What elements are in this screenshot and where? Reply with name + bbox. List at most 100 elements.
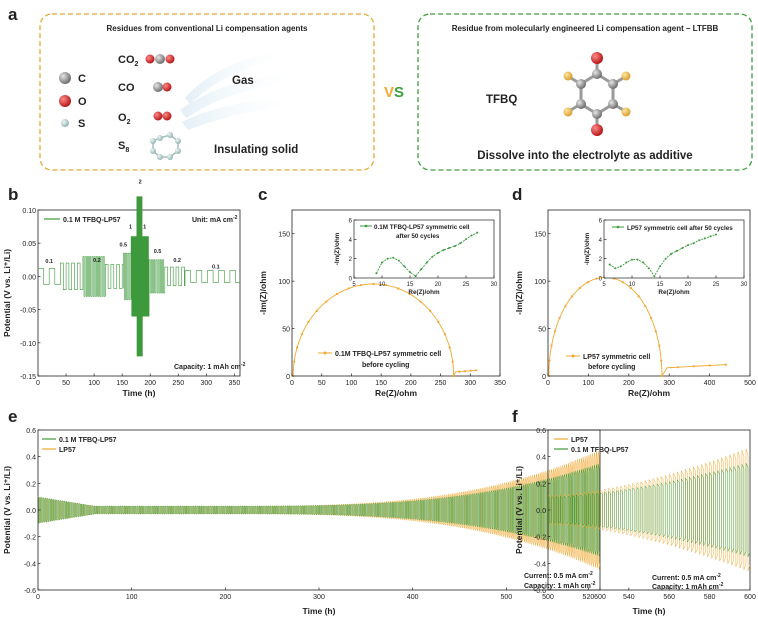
panel-d-inset-ytick-label: 4 xyxy=(599,238,603,244)
panel-d-inset-ylabel: -Im(Z)/ohm xyxy=(584,232,591,265)
panel-c-inset-ytick-label: 6 xyxy=(349,219,353,225)
panel-c-legend-label-1: 0.1M TFBQ-LP57 symmetric cell xyxy=(335,351,441,358)
panel-c-point xyxy=(315,309,318,312)
panel-d-xtick-label: 200 xyxy=(623,380,635,387)
panel-c-inset-point xyxy=(425,261,428,264)
molecule-co2: CO2 xyxy=(118,54,175,68)
panel-e-xtick-label: 100 xyxy=(126,594,138,601)
panel-b-ytick-label: 0.10 xyxy=(22,208,36,215)
panel-d-point xyxy=(595,277,598,280)
o2-o1-icon xyxy=(153,111,163,121)
panel-d-inset-point xyxy=(692,242,695,245)
panel-c-ytick-label: 0 xyxy=(286,374,290,381)
panel-c-inset-point xyxy=(448,247,451,249)
s8-ring-icon xyxy=(152,134,179,158)
panel-d-point xyxy=(550,344,553,347)
molecule-s8: S8 xyxy=(118,132,181,160)
panel-f-plot xyxy=(547,448,751,572)
panel-b-xtick-label: 0 xyxy=(36,380,40,387)
panel-e-ytick-label: 0.2 xyxy=(26,481,36,488)
panel-c-point xyxy=(448,346,451,349)
panel-d-point xyxy=(629,287,633,290)
panel-c-inset-xtick-label: 30 xyxy=(491,282,498,288)
tfbq-molecule-icon xyxy=(563,52,631,136)
panel-b-xtick-label: 100 xyxy=(88,380,100,387)
panel-f-xtick-label: 540 xyxy=(623,594,635,601)
panel-d-inset-point xyxy=(631,258,633,261)
panel-c-inset-xtick-label: 25 xyxy=(463,282,470,288)
panel-a: a Residues from conventional Li compensa… xyxy=(8,5,753,171)
panel-c-inset-xtick-label: 20 xyxy=(435,282,442,288)
panel-b-capacity-note: Capacity: 1 mAh cm-2 xyxy=(174,362,246,371)
panel-c-point xyxy=(372,282,375,286)
panel-e-plot xyxy=(37,450,601,570)
panel-c-xtick-label: 250 xyxy=(435,380,447,387)
panel-d-inset-ytick-label: 6 xyxy=(599,219,603,225)
panel-d-inset-xlabel: Re(Z)/ohm xyxy=(658,289,690,296)
panel-c-point xyxy=(475,369,478,372)
panel-d-inset-legend-1: LP57 symmetric cell after 50 cycles xyxy=(627,225,733,232)
panel-d-point xyxy=(558,316,561,320)
panel-c-xtick-label: 350 xyxy=(494,380,506,387)
panel-d-point xyxy=(692,365,695,368)
panel-e-ytick-label: 0.4 xyxy=(26,455,36,462)
panel-e-xtick-label: 0 xyxy=(36,594,40,601)
panel-c-inset-point xyxy=(470,234,473,237)
panel-d-inset-point xyxy=(664,257,667,260)
panel-b-xtick-label: 50 xyxy=(62,380,70,387)
panel-c-point xyxy=(443,333,446,336)
panel-c-plot xyxy=(292,282,478,378)
panel-c-ytick-label: 150 xyxy=(278,232,290,239)
panel-c-inset-point xyxy=(442,249,445,251)
panel-f-xtick-label: 500 xyxy=(542,594,554,601)
panel-c-xtick-label: 150 xyxy=(375,380,387,387)
panel-c-point xyxy=(359,284,362,287)
panel-d-inset-point xyxy=(715,233,717,236)
carbon-atom-icon xyxy=(59,72,71,84)
panel-d-point xyxy=(654,330,657,333)
panel-b-rate-annotation: 0.5 xyxy=(119,243,127,249)
panel-b-legend-label: 0.1 M TFBQ-LP57 xyxy=(63,217,121,224)
panel-b-rate-annotation: 0.1 xyxy=(45,259,53,265)
panel-c-point xyxy=(296,346,299,349)
panel-b-ytick-label: 0.00 xyxy=(22,274,36,281)
panel-c-inset-ytick-label: 2 xyxy=(349,257,353,263)
panel-d-inset-plot xyxy=(608,233,717,278)
panel-c-inset-point xyxy=(381,261,383,264)
panel-d-xtick-label: 300 xyxy=(663,380,675,387)
panel-f-legend-label-1: LP57 xyxy=(571,437,588,444)
panel-b-rate-annotation: 1 xyxy=(143,225,146,231)
panel-e-label: e xyxy=(8,407,17,426)
panel-e-ylabel: Potential (V vs. Li⁺/Li) xyxy=(2,466,12,554)
co2-o2-icon xyxy=(165,54,175,64)
panel-c-inset-legend-1: 0.1M TFBQ-LP57 symmetric cell xyxy=(374,224,470,231)
panel-c-inset-point xyxy=(431,255,434,258)
panel-c-inset-xtick-label: 10 xyxy=(379,282,386,288)
panel-c-frame xyxy=(291,209,501,377)
panel-d-inset-point xyxy=(642,261,645,264)
panel-c-point xyxy=(437,320,440,323)
panel-c-point xyxy=(293,360,296,363)
panel-f-ytick-label: 0.6 xyxy=(536,428,546,435)
panel-d-inset-point xyxy=(608,263,611,266)
panel-c-xtick-label: 100 xyxy=(346,380,358,387)
panel-b-ytick-label: 0.05 xyxy=(22,241,36,248)
panel-c-inset-point xyxy=(453,245,456,248)
panel-e-current-note: Current: 0.5 mA cm-2 xyxy=(524,571,593,580)
panel-c-point xyxy=(419,300,422,303)
panel-d-point xyxy=(571,295,574,298)
panel-c-inset-ticks: 5 10 15 20 25 30 0 2 4 6 xyxy=(349,219,498,289)
panel-d-inset-point xyxy=(659,265,661,268)
panel-c-inset-point xyxy=(392,256,395,259)
panel-f-ylabel: Potential (V vs. Li⁺/Li) xyxy=(514,466,524,554)
panel-c-point xyxy=(300,333,303,336)
panel-c-inset-point xyxy=(414,275,417,278)
co2-o1-icon xyxy=(145,54,155,64)
panel-b-ytick-label: -0.15 xyxy=(20,374,36,381)
panel-d-inset-ytick-label: 0 xyxy=(599,277,603,283)
panel-c-legend-label-2: before cycling xyxy=(362,362,409,369)
panel-d-inset-point xyxy=(614,267,617,270)
panel-e-xlabel: Time (h) xyxy=(303,606,336,616)
